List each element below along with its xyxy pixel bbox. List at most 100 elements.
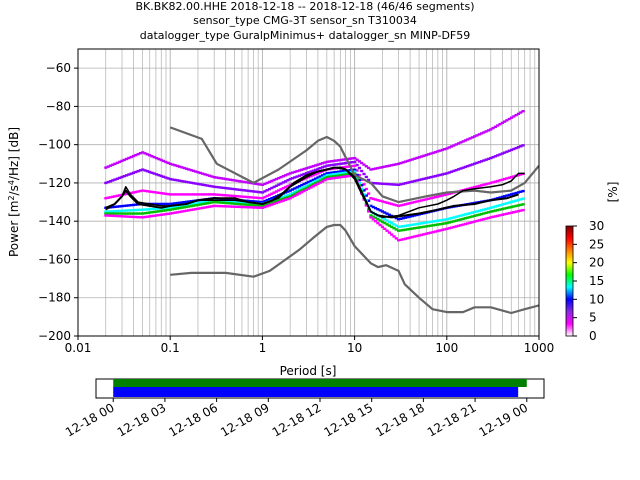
psd-cell [173,211,177,214]
psd-cell [302,186,306,189]
psd-cell [316,172,320,175]
psd-cell [256,182,260,186]
psd-cell [470,211,474,214]
psd-cell [111,179,115,182]
psd-cell [383,227,387,231]
psd-cell [491,155,495,159]
psd-cell [424,177,428,180]
timeline-tick-label: 12-18 21 [425,400,479,439]
psd-cell [113,178,117,181]
psd-cell [463,217,468,220]
psd-cell [376,208,380,211]
psd-cell [242,189,246,192]
psd-cell [516,173,521,177]
psd-cell [341,162,345,165]
psd-cell [150,171,154,174]
psd-cell [180,210,184,213]
psd-cell [219,204,223,208]
psd-cell [178,204,182,208]
psd-cell [452,216,456,219]
psd-cell [514,113,518,117]
psd-cell [314,181,318,185]
psd-cell [111,205,115,209]
psd-cell [191,202,196,205]
psd-cell [231,205,235,208]
psd-cell [507,212,511,215]
psd-cell [429,152,433,155]
psd-cell [314,164,318,167]
psd-cell [505,206,509,210]
psd-cell [390,183,394,186]
psd-cell [178,193,182,196]
psd-cell [270,186,274,190]
psd-cell [440,148,444,152]
psd-cell [304,181,308,185]
psd-cell [450,220,454,224]
psd-cell [290,177,295,180]
psd-cell [429,231,433,234]
psd-cell [383,182,387,186]
psd-cell [118,212,122,215]
psd-cell [254,206,258,209]
psd-cell [330,173,334,176]
psd-cell [302,187,306,191]
psd-cell [265,194,269,198]
psd-cell [318,175,322,178]
y-tick-label: −120 [38,176,71,190]
psd-cell [420,155,424,158]
psd-cell [385,201,389,204]
psd-cell [343,173,348,176]
psd-cell [288,189,292,192]
psd-cell [226,201,230,205]
psd-cell [403,160,408,163]
psd-cell [357,160,362,163]
psd-cell [516,209,521,213]
psd-cell [364,194,368,197]
psd-cell [196,193,200,196]
psd-cell [325,174,329,177]
psd-cell [337,172,341,175]
psd-cell [300,183,304,187]
psd-cell [318,166,322,170]
psd-cell [233,202,237,205]
psd-cell [466,212,470,216]
psd-cell [383,211,387,214]
psd-cell [191,208,196,211]
psd-cell [277,201,281,204]
psd-cell [212,185,216,188]
psd-cell [505,150,509,153]
psd-cell [431,196,435,199]
psd-cell [396,162,401,166]
psd-cell [512,210,516,214]
psd-cell [477,160,481,164]
psd-cell [399,183,403,186]
psd-cell [263,190,267,193]
psd-cell [376,166,380,170]
psd-cell [231,187,235,191]
psd-cell [217,201,221,204]
psd-cell [507,201,511,204]
psd-cell [371,197,375,201]
psd-cell [316,180,320,184]
psd-cell [332,176,336,180]
psd-cell [503,207,507,210]
y-axis-ticks: −200 −180 −160 −140 −120 −100 −80 −60 [38,61,78,343]
psd-cell [482,131,486,134]
psd-cell [473,162,477,165]
psd-cell [479,218,484,222]
psd-cell [373,182,378,185]
psd-cell [459,167,463,170]
chart-title: BK.BK82.00.HHE 2018-12-18 -- 2018-12-18 … [135,0,474,42]
psd-cell [440,173,444,176]
psd-cell [323,165,327,168]
psd-cell [468,215,472,219]
psd-cell [302,182,306,186]
psd-cell [445,193,449,196]
psd-cell [290,188,295,191]
psd-cell [350,172,355,175]
psd-cell [249,199,253,203]
psd-cell [420,222,424,225]
mean-curve [105,166,519,219]
psd-cell [159,174,163,178]
